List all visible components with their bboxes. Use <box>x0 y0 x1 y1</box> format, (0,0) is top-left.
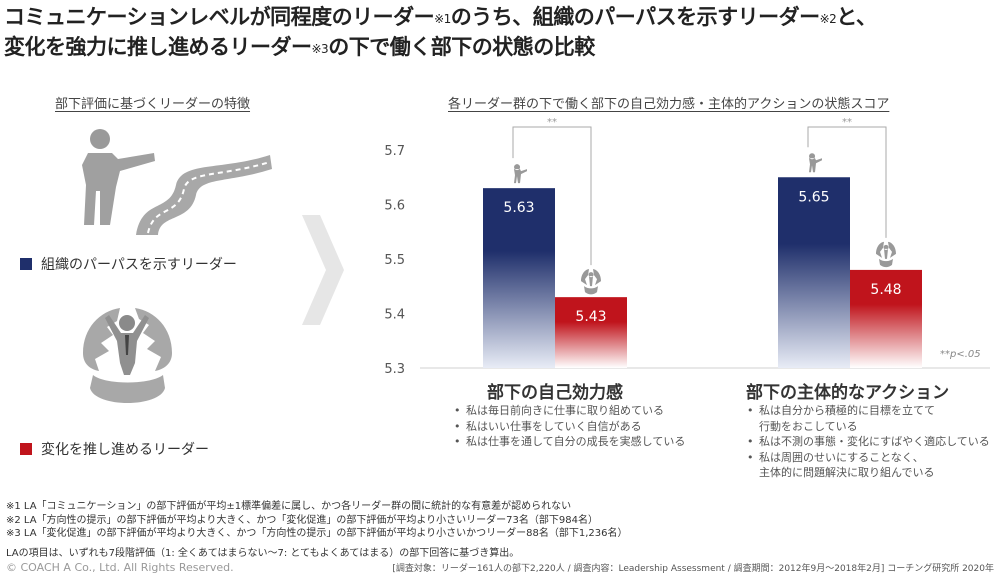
page-title: コミュニケーションレベルが同程度のリーダー※1のうち、組織のパーパスを示すリーダ… <box>4 5 877 59</box>
significance-stars: ** <box>547 117 557 128</box>
survey-info: [調査対象：リーダー161人の部下2,220人 / 調査内容：Leadershi… <box>392 564 994 574</box>
bullet-item: 私は毎日前向きに仕事に取り組めている <box>454 403 685 419</box>
copyright: © COACH A Co., Ltd. All Rights Reserved. <box>6 561 234 574</box>
bullet-item: 私は自分から積極的に目標を立てて <box>747 403 990 419</box>
footnote-1: ※1 LA「コミュニケーション」の部下評価が平均±1標準偏差に属し、かつ各リーダ… <box>6 501 572 512</box>
significance-bracket <box>512 126 592 266</box>
efficacy-bullets: 私は毎日前向きに仕事に取り組めている 私はいい仕事をしていく自信がある 私は仕事… <box>454 403 685 450</box>
bullet-item-continued: 主体的に問題解決に取り組んでいる <box>759 466 935 479</box>
data-label: 5.63 <box>503 200 534 216</box>
breaking-through-person-icon <box>83 308 172 403</box>
footnote-2: ※2 LA「方向性の提示」の部下評価が平均より大きく、かつ「変化促進」の部下評価… <box>6 514 598 526</box>
pointing-person-icon <box>82 129 155 225</box>
bullet-item-continued: 行動をおこしている <box>759 419 858 433</box>
bullet-item: 私はいい仕事をしていく自信がある <box>454 419 685 435</box>
data-label: 5.43 <box>575 309 606 325</box>
bar-purpose <box>483 188 555 368</box>
data-label: 5.65 <box>798 189 829 205</box>
mini-pointing-person-icon <box>809 153 822 173</box>
bullet-item: 私は仕事を通して自分の成長を実感している <box>454 434 685 450</box>
y-tick-label: 5.6 <box>384 199 405 214</box>
significance-bracket <box>807 126 887 238</box>
chevron-right-icon <box>302 215 344 325</box>
bullet-item: 私は周囲のせいにすることなく、 <box>747 450 990 466</box>
mini-breaking-through-icon <box>876 241 896 268</box>
legend-item-purpose: 組織のパーパスを示すリーダー <box>20 254 237 274</box>
significance-note: **p<.05 <box>940 349 981 360</box>
significance-stars: ** <box>842 117 852 128</box>
winding-road-icon <box>136 155 272 235</box>
legend-swatch-purpose <box>20 258 32 270</box>
bar-change <box>555 297 627 368</box>
legend-swatch-change <box>20 443 32 455</box>
chart-heading: 各リーダー群の下で働く部下の自己効力感・主体的アクションの状態スコア <box>448 97 890 112</box>
footnote-3: ※3 LA「変化促進」の部下評価が平均より大きく、かつ「方向性の提示」の部下評価… <box>6 528 628 539</box>
scale-note: LAの項目は、いずれも7段階評価（1: 全くあてはまらない〜7: とてもよくあて… <box>6 548 520 559</box>
bar-change <box>850 269 922 368</box>
bullet-item: 私は不測の事態・変化にすばやく適応している <box>747 434 990 450</box>
y-tick-label: 5.5 <box>384 253 405 268</box>
action-bullets: 私は自分から積極的に目標を立てて 行動をおこしている 私は不測の事態・変化にすば… <box>747 403 990 481</box>
legend-item-change: 変化を推し進めるリーダー <box>20 439 209 459</box>
section-title-action: 部下の主体的なアクション <box>746 383 950 403</box>
left-heading: 部下評価に基づくリーダーの特徴 <box>55 97 251 112</box>
y-tick-label: 5.7 <box>384 144 405 159</box>
y-tick-label: 5.4 <box>384 308 405 323</box>
data-label: 5.48 <box>870 282 901 298</box>
y-tick-label: 5.3 <box>384 362 405 377</box>
footnotes: ※1 LA「コミュニケーション」の部下評価が平均±1標準偏差に属し、かつ各リーダ… <box>6 500 628 541</box>
bar-purpose <box>778 177 850 368</box>
mini-pointing-person-icon <box>514 164 527 184</box>
mini-breaking-through-icon <box>581 269 601 295</box>
section-title-efficacy: 部下の自己効力感 <box>487 383 623 403</box>
